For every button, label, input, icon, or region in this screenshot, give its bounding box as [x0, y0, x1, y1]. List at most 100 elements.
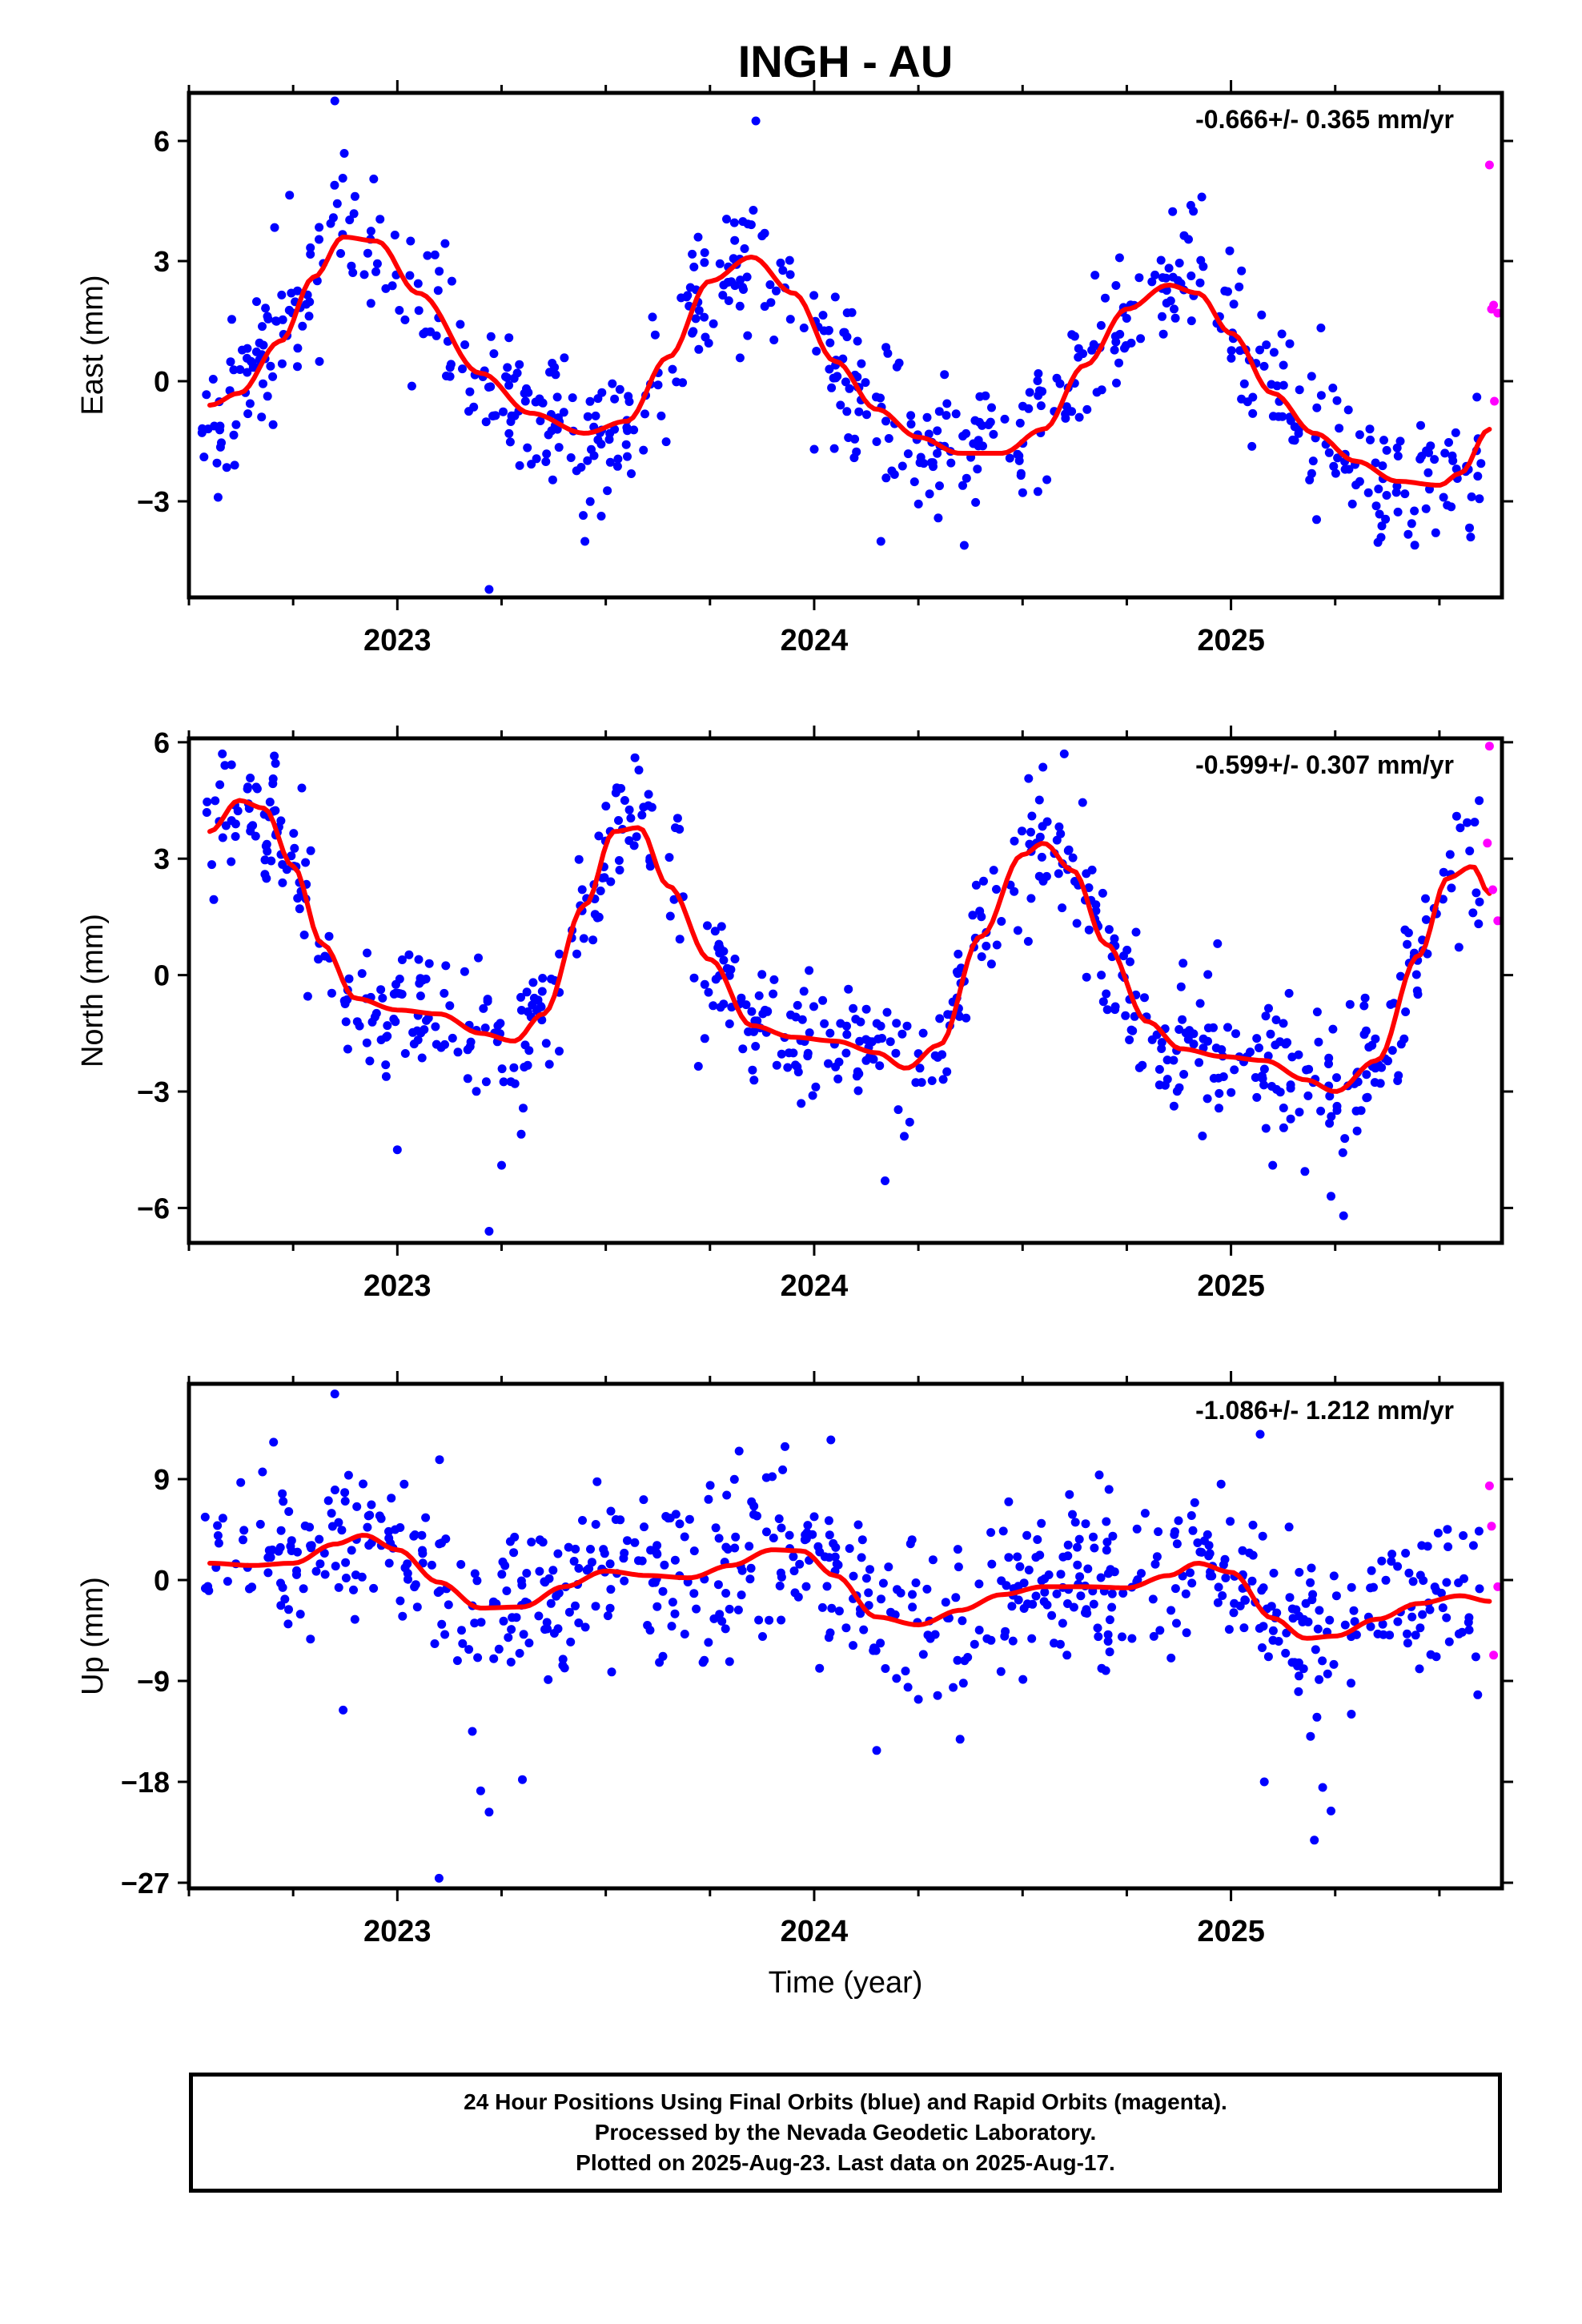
data-point — [623, 452, 632, 461]
data-point — [1070, 332, 1079, 341]
data-point — [627, 469, 636, 478]
data-point — [801, 1582, 811, 1591]
data-point — [243, 409, 253, 419]
data-point — [1371, 458, 1380, 468]
data-point — [1111, 281, 1121, 290]
data-point — [758, 1632, 767, 1641]
data-point — [560, 353, 569, 363]
data-point — [1245, 1548, 1254, 1558]
data-point — [1018, 401, 1027, 411]
rapid-points-north — [1483, 742, 1503, 926]
data-point — [1304, 1064, 1314, 1074]
data-point — [820, 1019, 829, 1028]
data-point — [1097, 385, 1106, 395]
data-point — [1452, 811, 1461, 821]
data-point — [1332, 1073, 1341, 1083]
data-point — [908, 1590, 917, 1599]
data-point — [847, 308, 857, 317]
data-point — [1396, 1039, 1406, 1049]
data-point — [1371, 1034, 1380, 1043]
data-point — [412, 1602, 422, 1612]
data-point — [892, 362, 901, 372]
data-point — [417, 1053, 427, 1063]
data-point — [587, 444, 596, 454]
data-point — [430, 1639, 440, 1648]
data-point — [1360, 993, 1370, 1003]
data-point — [1157, 1038, 1166, 1047]
data-point — [749, 206, 758, 215]
data-point — [574, 854, 584, 864]
data-point — [930, 1630, 940, 1639]
data-point — [458, 364, 467, 374]
data-point — [582, 1566, 592, 1575]
data-point — [1474, 1526, 1484, 1536]
data-point — [1073, 1560, 1082, 1570]
data-point — [831, 1062, 841, 1072]
data-point — [1063, 846, 1073, 855]
data-point — [685, 283, 695, 292]
data-point — [1105, 1647, 1114, 1657]
data-point — [735, 353, 745, 363]
data-point — [1056, 1570, 1066, 1579]
data-point — [824, 1633, 833, 1642]
data-point — [918, 1650, 928, 1659]
data-point — [1104, 925, 1114, 935]
data-point — [738, 1044, 748, 1054]
data-point — [777, 1615, 786, 1625]
data-point — [588, 935, 598, 945]
data-point — [714, 1534, 724, 1543]
data-point — [803, 1521, 813, 1530]
data-point — [314, 955, 323, 964]
data-point — [548, 1566, 558, 1575]
data-point — [610, 394, 620, 404]
data-point — [1158, 329, 1168, 339]
data-point — [721, 1589, 731, 1598]
data-point — [1010, 887, 1019, 896]
data-point — [700, 979, 709, 989]
data-point — [1063, 1599, 1072, 1608]
data-point — [1168, 272, 1178, 282]
data-point — [922, 1584, 932, 1594]
data-point — [935, 481, 944, 491]
data-point — [293, 362, 302, 372]
data-point — [1026, 827, 1035, 837]
data-point — [1110, 345, 1119, 355]
data-point — [315, 1559, 325, 1569]
data-point — [1091, 900, 1101, 910]
data-point — [464, 407, 473, 416]
data-point — [418, 1549, 428, 1558]
data-point — [1325, 1092, 1335, 1101]
data-point — [717, 922, 726, 931]
data-point — [516, 1129, 526, 1139]
data-point — [460, 340, 470, 349]
data-point — [1401, 1007, 1411, 1016]
data-point — [507, 1625, 516, 1634]
data-point — [473, 1653, 483, 1663]
data-point — [534, 1611, 544, 1621]
data-point — [280, 1594, 290, 1604]
data-point — [407, 381, 416, 391]
data-point — [834, 1606, 844, 1616]
y-tick-label: 0 — [154, 959, 170, 992]
final-points-up — [200, 1389, 1484, 1883]
data-point — [799, 987, 809, 996]
data-point — [1179, 231, 1189, 240]
data-point — [483, 996, 492, 1006]
data-point — [207, 860, 216, 870]
data-point — [1363, 488, 1373, 497]
data-point — [700, 248, 709, 257]
data-point — [509, 1548, 519, 1558]
data-point — [736, 275, 745, 285]
data-point — [989, 429, 998, 439]
data-point — [566, 1637, 576, 1647]
data-point — [1277, 329, 1287, 339]
data-point — [701, 332, 710, 342]
data-point — [1001, 1626, 1010, 1636]
y-axis-label-east: East (mm) — [76, 275, 110, 415]
data-point — [260, 855, 270, 865]
data-point — [591, 411, 600, 420]
data-point — [603, 1611, 612, 1621]
data-point — [825, 1530, 834, 1540]
data-point — [745, 1574, 755, 1584]
data-point — [1473, 472, 1483, 481]
